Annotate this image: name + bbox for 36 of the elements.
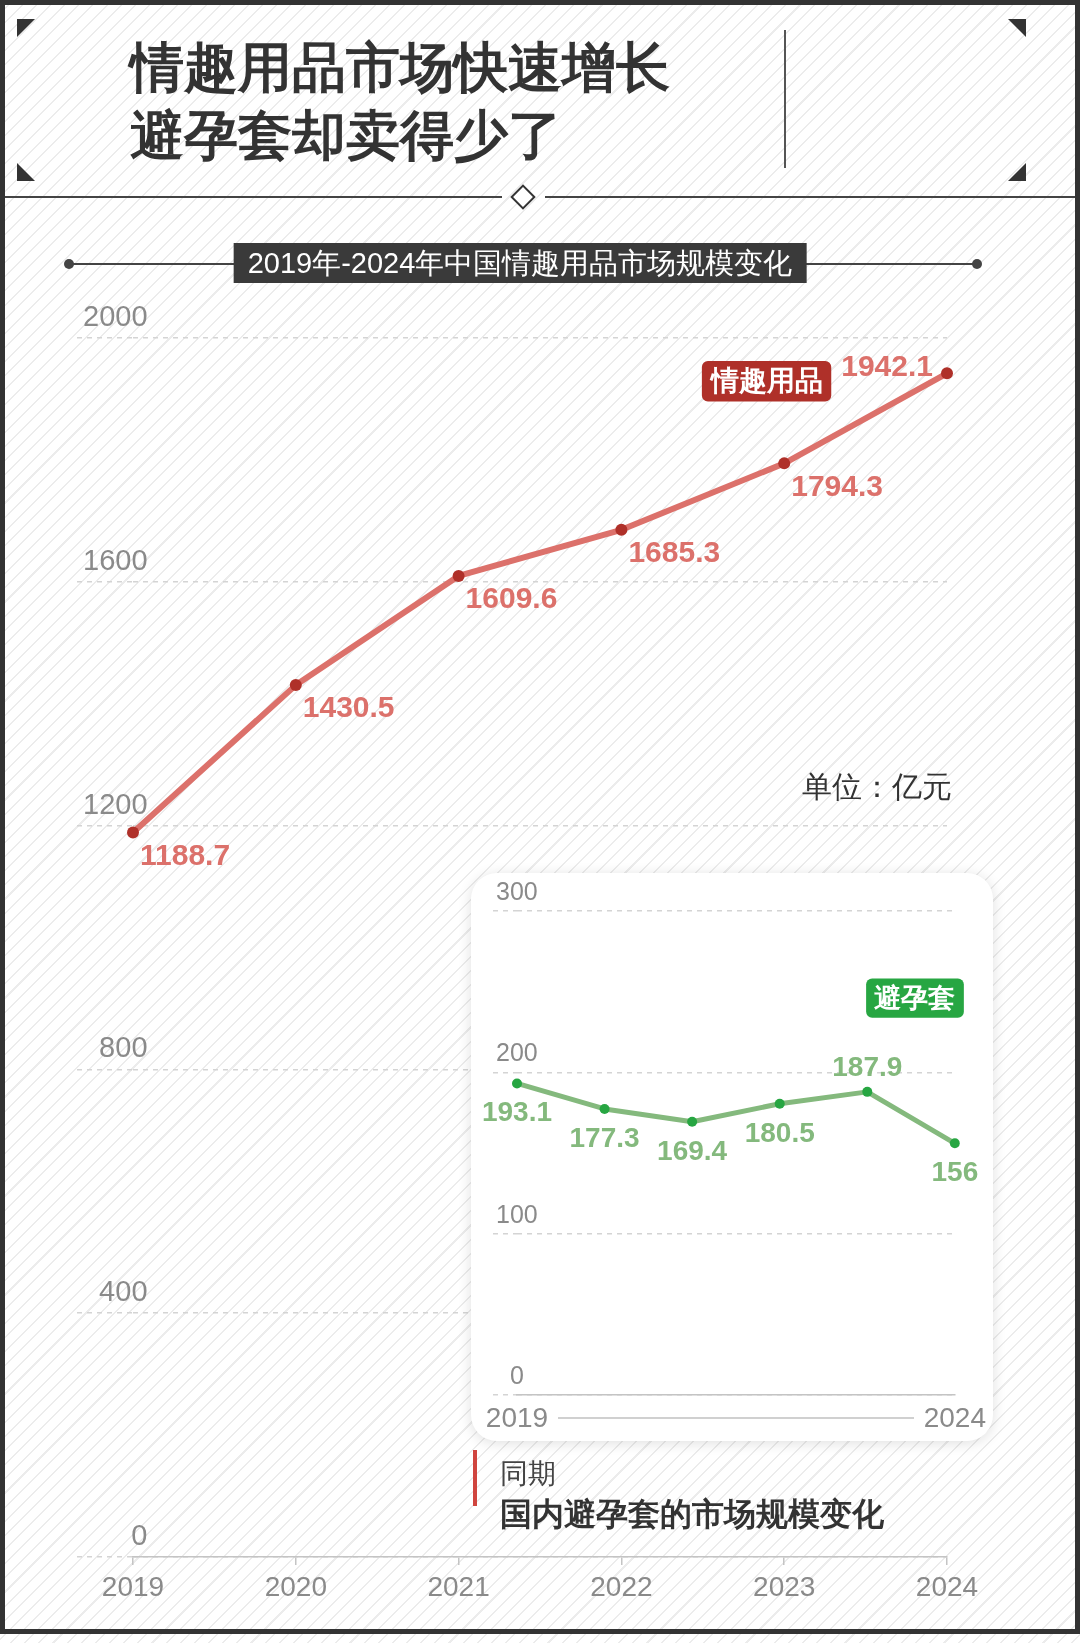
x-tick-label: 2019 [485, 1401, 549, 1433]
data-label: 169.4 [657, 1134, 728, 1166]
data-label: 193.1 [481, 1096, 553, 1128]
chart-subtitle: 2019年-2024年中国情趣用品市场规模变化 [233, 243, 807, 283]
data-label: 1685.3 [628, 535, 721, 569]
y-tick-label: 200 [496, 1038, 538, 1067]
annotation: 国内避孕套的市场规模变化 [500, 1495, 884, 1533]
data-label: 1430.5 [302, 690, 395, 724]
x-tick-label: 2022 [590, 1570, 653, 1602]
series-label: 情趣用品 [708, 365, 823, 397]
x-tick-label: 2020 [264, 1570, 327, 1602]
data-label: 1609.6 [465, 581, 558, 615]
x-tick-label: 2024 [923, 1401, 986, 1433]
annotation: 单位：亿元 [802, 769, 952, 805]
y-tick-label: 2000 [83, 300, 148, 332]
text: 避孕套 [874, 982, 956, 1013]
data-label: 1942.1 [841, 348, 933, 382]
y-tick-label: 300 [496, 876, 538, 905]
data-label: 156 [931, 1156, 979, 1188]
data-label: 177.3 [569, 1121, 640, 1153]
data-label: 187.9 [832, 1050, 903, 1082]
data-label: 180.5 [744, 1116, 815, 1148]
y-tick-label: 0 [509, 1360, 524, 1389]
y-tick-label: 1200 [83, 787, 148, 820]
annotation: 同期 [500, 1457, 556, 1491]
y-tick-label: 0 [131, 1519, 148, 1551]
y-tick-label: 400 [99, 1275, 148, 1308]
y-tick-label: 800 [99, 1031, 148, 1064]
x-tick-label: 2023 [753, 1570, 816, 1602]
y-tick-label: 100 [496, 1199, 538, 1228]
x-tick-label: 2019 [101, 1570, 165, 1602]
y-tick-label: 1600 [83, 543, 148, 576]
data-label: 1794.3 [791, 468, 883, 502]
x-tick-label: 2024 [915, 1570, 979, 1602]
data-label: 1188.7 [140, 837, 231, 871]
x-tick-label: 2021 [427, 1570, 490, 1602]
